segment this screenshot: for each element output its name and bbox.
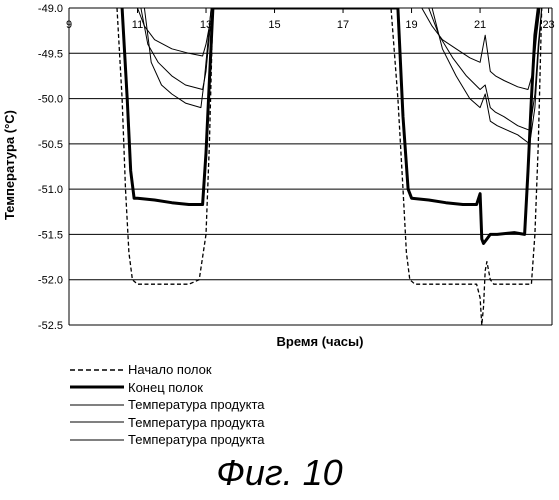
- x-tick-label: 21: [474, 19, 486, 31]
- y-axis-label: Температура (°C): [2, 110, 17, 220]
- x-tick-label: 15: [268, 19, 280, 31]
- figure-caption: Фиг. 10: [0, 452, 559, 494]
- y-tick-label: -49.0: [38, 3, 63, 15]
- y-tick-label: -50.5: [38, 139, 63, 151]
- thin-line-swatch: [70, 417, 128, 427]
- bold-line-swatch: [70, 382, 128, 392]
- dashed-line-swatch: [70, 365, 128, 375]
- x-axis-label: Время (часы): [277, 334, 364, 349]
- y-tick-label: -51.0: [38, 184, 63, 196]
- grid-lines: [69, 8, 552, 325]
- y-tick-label: -52.5: [38, 320, 63, 332]
- legend-item-product-temp: Температура продукта: [70, 396, 370, 414]
- y-tick-label: -52.0: [38, 275, 63, 287]
- line-chart: -49.0 -49.5 -50.0 -50.5 -51.0 -51.5 -52.0 -52.5…: [0, 0, 559, 360]
- legend-label: Начало полок: [128, 362, 212, 377]
- legend-label: Конец полок: [128, 380, 203, 395]
- y-tick-label: -49.5: [38, 48, 63, 60]
- legend-label: Температура продукта: [128, 415, 265, 430]
- legend-label: Температура продукта: [128, 397, 265, 412]
- legend-item-product-temp: Температура продукта: [70, 414, 370, 432]
- legend-item-shelf-end: Конец полок: [70, 379, 370, 397]
- series-group: [117, 8, 542, 325]
- thin-line-swatch: [70, 400, 128, 410]
- series-line-dashed-0: [117, 8, 542, 325]
- x-tick-label: 23: [542, 19, 554, 31]
- thin-line-swatch: [70, 435, 128, 445]
- chart-area: -49.0 -49.5 -50.0 -50.5 -51.0 -51.5 -52.0 -52.5…: [0, 0, 559, 360]
- x-tick-label: 17: [337, 19, 349, 31]
- x-tick-label: 13: [200, 19, 212, 31]
- x-tick-label: 11: [132, 19, 143, 31]
- axes: -49.0 -49.5 -50.0 -50.5 -51.0 -51.5 -52.0 -52.5…: [38, 3, 555, 332]
- chart-legend: Начало полок Конец полок Температура про…: [70, 361, 370, 449]
- y-tick-label: -50.0: [38, 94, 63, 106]
- legend-item-product-temp: Температура продукта: [70, 431, 370, 449]
- x-tick-label: 19: [405, 19, 417, 31]
- series-line-bold-1: [122, 8, 538, 244]
- legend-label: Температура продукта: [128, 432, 265, 447]
- y-tick-label: -51.5: [38, 229, 63, 241]
- legend-item-shelf-start: Начало полок: [70, 361, 370, 379]
